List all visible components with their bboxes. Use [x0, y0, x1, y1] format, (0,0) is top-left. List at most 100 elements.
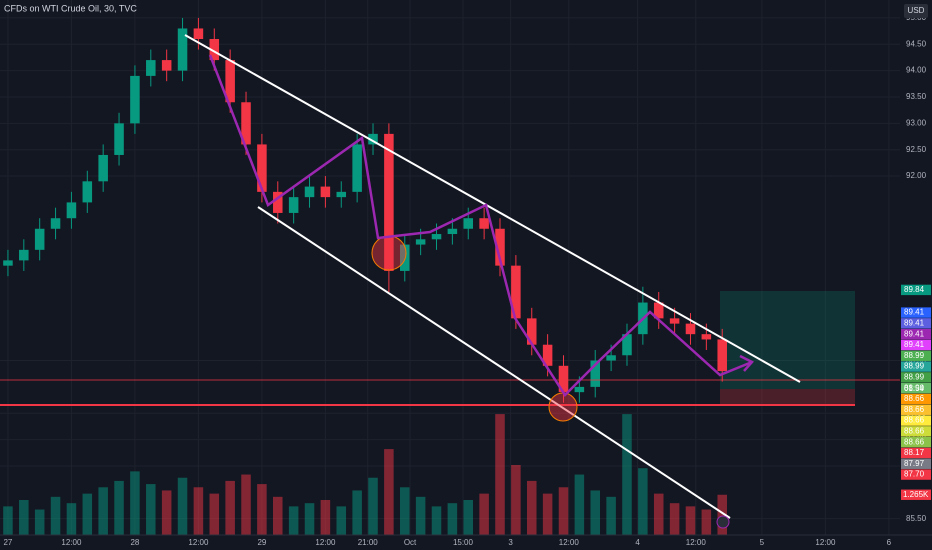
price-label: 88.99	[904, 362, 925, 371]
price-label: 89.41	[904, 308, 925, 317]
candle-body	[495, 228, 505, 266]
volume-bar	[177, 477, 188, 535]
x-tick-label: 12:00	[188, 538, 209, 547]
candle-body	[653, 302, 664, 319]
price-label: 88.66	[904, 437, 925, 446]
volume-bar	[669, 503, 680, 535]
candles	[3, 17, 727, 403]
candle-body	[574, 386, 585, 393]
countdown: 01:54	[904, 384, 925, 393]
price-label: 87.97	[904, 459, 925, 468]
candle-body	[130, 75, 140, 124]
candle-body	[400, 244, 410, 271]
x-tick-label: 5	[760, 538, 765, 547]
price-labels: 89.8489.4189.4189.4189.4188.9988.9988.99…	[901, 284, 931, 500]
alert-icon[interactable]	[716, 515, 730, 529]
candle-body	[273, 191, 283, 213]
candle-body	[368, 133, 378, 145]
candle-body	[336, 191, 347, 198]
volume-bar	[511, 465, 521, 535]
currency-label[interactable]: USD	[908, 6, 925, 15]
candle-body	[542, 344, 553, 366]
price-label: 89.41	[904, 329, 925, 338]
candle-body	[511, 265, 521, 319]
price-axis	[900, 0, 932, 550]
candle-body	[701, 334, 712, 340]
volume-bar	[685, 506, 696, 535]
price-label: 88.17	[904, 448, 925, 457]
x-tick-label: 12:00	[815, 538, 836, 547]
candle-body	[193, 28, 204, 40]
candle-body	[66, 202, 77, 219]
volume-bar	[98, 487, 108, 535]
price-label: 88.99	[904, 351, 925, 360]
y-tick-label: 92.50	[906, 145, 927, 154]
x-tick-label: 28	[130, 538, 139, 547]
loss-zone	[720, 389, 855, 405]
price-label-box	[901, 393, 931, 405]
price-label: 88.66	[904, 405, 925, 414]
price-label-box	[901, 318, 931, 329]
y-tick-label: 94.00	[906, 66, 927, 75]
volume-bar	[415, 496, 426, 535]
volume-bar	[225, 480, 235, 535]
candle-body	[431, 234, 442, 240]
x-tick-label: 6	[887, 538, 892, 547]
candle-body	[50, 218, 61, 229]
y-tick-label: 85.50	[906, 514, 927, 523]
candle-body	[463, 218, 474, 229]
volume-bar	[3, 506, 13, 535]
candle-body	[288, 197, 299, 213]
candle-body	[669, 318, 680, 324]
volume-bar	[209, 493, 220, 535]
chart-title: CFDs on WTI Crude Oil, 30, TVC	[4, 3, 137, 13]
x-tick-label: Oct	[404, 538, 417, 547]
candle-body	[320, 186, 331, 198]
volume-bar	[368, 477, 378, 535]
price-label-box	[901, 447, 931, 459]
price-label: 87.70	[904, 470, 925, 479]
volume-bar	[479, 493, 489, 535]
volume-bar	[653, 493, 664, 535]
volume-bar	[82, 493, 93, 535]
price-label-box	[901, 361, 931, 372]
price-label-box	[901, 458, 931, 469]
price-label-box	[901, 339, 931, 351]
price-label: 88.99	[904, 383, 925, 392]
price-label-box	[901, 469, 931, 480]
volume-bar	[542, 493, 553, 535]
volume-pane	[3, 414, 727, 535]
candle-body	[526, 318, 537, 345]
y-tick-label: 92.00	[906, 171, 927, 180]
volume-bar	[304, 503, 315, 535]
volume-bar	[146, 484, 156, 535]
price-label: 88.99	[904, 372, 925, 381]
candle-body	[415, 239, 426, 245]
candle-body	[225, 60, 235, 103]
volume-bar	[400, 487, 410, 535]
volume-bar	[352, 490, 362, 535]
currency-button[interactable]	[904, 4, 928, 18]
candle-body	[98, 154, 108, 182]
candle-body	[257, 144, 267, 192]
volume-bar	[50, 496, 61, 535]
volume-bar	[463, 500, 474, 535]
price-label-box	[901, 307, 931, 318]
volume-bar	[257, 484, 267, 535]
candle-body	[558, 365, 569, 393]
x-tick-label: 21:00	[358, 538, 379, 547]
x-tick-label: 29	[257, 538, 266, 547]
highlight-circle	[548, 392, 578, 422]
volume-bar	[66, 503, 77, 535]
candle-body	[82, 181, 93, 203]
candle-body	[177, 28, 188, 71]
x-tick-label: 27	[3, 538, 12, 547]
volume-bar	[447, 503, 458, 535]
volume-bar	[384, 449, 394, 535]
candle-body	[209, 39, 220, 61]
volume-bar	[288, 506, 299, 535]
lower-trend-line	[257, 206, 731, 519]
volume-bar	[320, 500, 331, 535]
candle-body	[34, 228, 45, 250]
volume-label: 1.265K	[903, 490, 929, 499]
